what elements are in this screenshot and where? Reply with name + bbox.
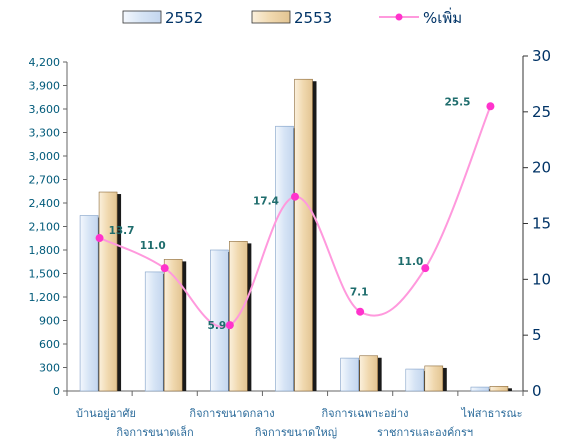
legend-label-2553: 2553 — [294, 9, 332, 27]
legend-swatch-2552 — [122, 10, 162, 24]
left-tick-label: 300 — [39, 362, 60, 375]
pct-data-label: 17.4 — [253, 196, 279, 208]
legend-swatch-2553 — [251, 10, 291, 24]
bar-2553 — [294, 78, 313, 392]
left-tick-label: 2,700 — [29, 174, 61, 187]
category-label: ไฟสาธารณะ — [460, 407, 522, 420]
pct-marker — [486, 102, 495, 111]
pct-marker — [95, 234, 104, 243]
legend-item-pct: %เพิ่ม — [379, 7, 462, 27]
right-tick-label: 0 — [532, 382, 542, 400]
legend-marker-pct — [395, 13, 403, 21]
left-tick-label: 3,600 — [29, 103, 61, 116]
bars — [79, 78, 512, 392]
left-tick-label: 1,800 — [29, 244, 61, 257]
bar-2553 — [98, 191, 118, 392]
bar-2552 — [79, 215, 99, 392]
left-tick-label: 3,900 — [29, 80, 61, 93]
left-tick-label: 3,000 — [29, 150, 61, 163]
right-axis-ticks: 0 5 10 15 20 25 30 — [523, 47, 551, 400]
pct-marker — [356, 307, 365, 316]
bar-2553 — [424, 365, 444, 392]
bar-2552 — [470, 386, 490, 392]
left-tick-label: 2,100 — [29, 221, 61, 234]
category-label: กิจการเฉพาะอย่าง — [321, 407, 408, 420]
left-tick-label: 4,200 — [29, 56, 61, 69]
left-tick-label: 1,200 — [29, 291, 61, 304]
pct-data-label: 7.1 — [350, 287, 369, 299]
pct-line — [99, 105, 492, 329]
pct-data-labels: 13.7 11.0 5.9 17.4 7.1 11.0 25.5 — [109, 96, 471, 332]
pct-data-label: 11.0 — [140, 240, 166, 252]
left-tick-label: 1,500 — [29, 268, 61, 281]
pct-marker — [421, 264, 430, 273]
pct-marker — [291, 192, 299, 201]
category-label: กิจการขนาดกลาง — [189, 407, 275, 420]
bar-2552 — [210, 249, 229, 392]
left-axis-ticks: 0 300 600 900 1,200 1,500 1,800 2,100 2,400 2,700… — [29, 56, 67, 398]
left-tick-label: 2,400 — [29, 197, 61, 210]
right-tick-label: 5 — [532, 326, 542, 344]
bar-2552 — [340, 357, 359, 392]
right-tick-label: 20 — [532, 159, 551, 177]
category-labels: บ้านอยู่อาศัยกิจการขนาดเล็ก กิจการขนาดกลา… — [66, 391, 524, 439]
legend-item-2552: 2552 — [122, 9, 203, 27]
pct-data-label: 11.0 — [397, 256, 423, 268]
right-tick-label: 25 — [532, 103, 551, 121]
category-label: ราชการและองค์กรฯ — [377, 426, 473, 439]
legend-label-2552: 2552 — [165, 9, 203, 27]
left-tick-label: 0 — [53, 385, 60, 398]
legend-item-2553: 2553 — [251, 9, 332, 27]
right-tick-label: 10 — [532, 270, 551, 288]
pct-data-label: 13.7 — [109, 225, 135, 237]
bar-2552 — [144, 271, 164, 392]
pct-data-label: 25.5 — [445, 96, 471, 108]
bar-2552 — [405, 368, 425, 392]
pct-data-label: 5.9 — [208, 320, 227, 332]
left-tick-label: 3,300 — [29, 127, 61, 140]
bar-2553 — [489, 385, 509, 392]
left-tick-label: 900 — [39, 315, 60, 328]
pct-line-series — [95, 102, 495, 330]
legend-label-pct: %เพิ่ม — [423, 7, 462, 27]
category-label: บ้านอยู่อาศัย — [76, 407, 136, 420]
bar-2553 — [163, 259, 183, 392]
bar-2552 — [275, 125, 294, 392]
legend: 2552 2553 %เพิ่ม — [122, 7, 462, 27]
category-label: กิจการขนาดเล็ก — [116, 425, 194, 439]
right-tick-label: 15 — [532, 215, 551, 233]
bar-2553 — [359, 355, 378, 392]
category-label: กิจการขนาดใหญ่ — [255, 426, 338, 439]
right-tick-label: 30 — [532, 47, 551, 65]
pct-marker — [225, 321, 234, 330]
pct-marker — [160, 264, 169, 273]
left-tick-label: 600 — [39, 338, 60, 351]
